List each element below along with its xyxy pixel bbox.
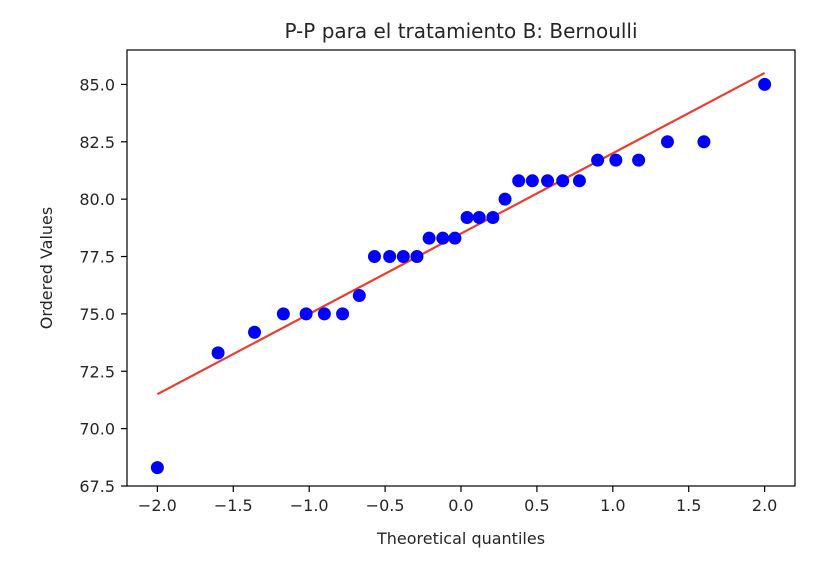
data-point-24 bbox=[572, 174, 586, 188]
data-point-5 bbox=[299, 307, 313, 321]
x-tick-label: 1.0 bbox=[600, 496, 625, 515]
x-tick-label: −2.0 bbox=[138, 496, 177, 515]
data-point-7 bbox=[336, 307, 350, 321]
x-axis-label: Theoretical quantiles bbox=[376, 529, 545, 548]
data-point-6 bbox=[317, 307, 331, 321]
x-tick-label: −1.5 bbox=[214, 496, 253, 515]
plot-frame bbox=[126, 49, 796, 487]
data-point-21 bbox=[525, 174, 539, 188]
data-point-26 bbox=[609, 153, 623, 167]
data-point-15 bbox=[448, 231, 462, 245]
chart-title: P-P para el tratamiento B: Bernoulli bbox=[284, 19, 637, 43]
data-point-30 bbox=[758, 77, 772, 91]
x-tick-label: 0.5 bbox=[524, 496, 549, 515]
data-point-3 bbox=[248, 325, 262, 339]
x-tick-label: 0.0 bbox=[448, 496, 473, 515]
data-point-2 bbox=[211, 346, 225, 360]
y-tick-label: 77.5 bbox=[79, 248, 115, 267]
data-point-4 bbox=[276, 307, 290, 321]
data-point-19 bbox=[498, 192, 512, 206]
data-point-12 bbox=[410, 250, 424, 264]
data-point-8 bbox=[352, 289, 366, 303]
y-tick-label: 75.0 bbox=[79, 305, 115, 324]
y-axis-label: Ordered Values bbox=[37, 207, 56, 329]
data-point-25 bbox=[591, 153, 605, 167]
data-point-17 bbox=[472, 211, 486, 225]
y-tick-label: 67.5 bbox=[79, 477, 115, 496]
y-tick-label: 70.0 bbox=[79, 420, 115, 439]
x-tick-label: 2.0 bbox=[752, 496, 777, 515]
data-point-16 bbox=[460, 211, 474, 225]
data-point-9 bbox=[367, 250, 381, 264]
data-point-27 bbox=[632, 153, 646, 167]
x-tick-label: −1.0 bbox=[290, 496, 329, 515]
x-tick-label: −0.5 bbox=[366, 496, 405, 515]
y-axis: 67.5 70.0 72.5 75.0 77.5 80.0 82.5 85.0 bbox=[79, 75, 127, 496]
x-tick-label: 1.5 bbox=[676, 496, 701, 515]
data-point-23 bbox=[556, 174, 570, 188]
data-point-22 bbox=[541, 174, 555, 188]
data-point-28 bbox=[660, 135, 674, 149]
plot-area bbox=[126, 49, 796, 487]
data-point-1 bbox=[150, 461, 164, 475]
y-tick-label: 82.5 bbox=[79, 133, 115, 152]
y-tick-label: 80.0 bbox=[79, 190, 115, 209]
x-axis: −2.0 −1.5 −1.0 −0.5 0.0 0.5 1.0 1.5 2.0 bbox=[138, 486, 777, 515]
data-point-13 bbox=[422, 231, 436, 245]
data-point-10 bbox=[383, 250, 397, 264]
y-tick-label: 85.0 bbox=[79, 75, 115, 94]
data-point-29 bbox=[697, 135, 711, 149]
data-point-20 bbox=[512, 174, 526, 188]
data-point-14 bbox=[436, 231, 450, 245]
data-point-18 bbox=[486, 211, 500, 225]
data-point-11 bbox=[396, 250, 410, 264]
y-tick-label: 72.5 bbox=[79, 362, 115, 381]
fit-line bbox=[156, 71, 766, 396]
